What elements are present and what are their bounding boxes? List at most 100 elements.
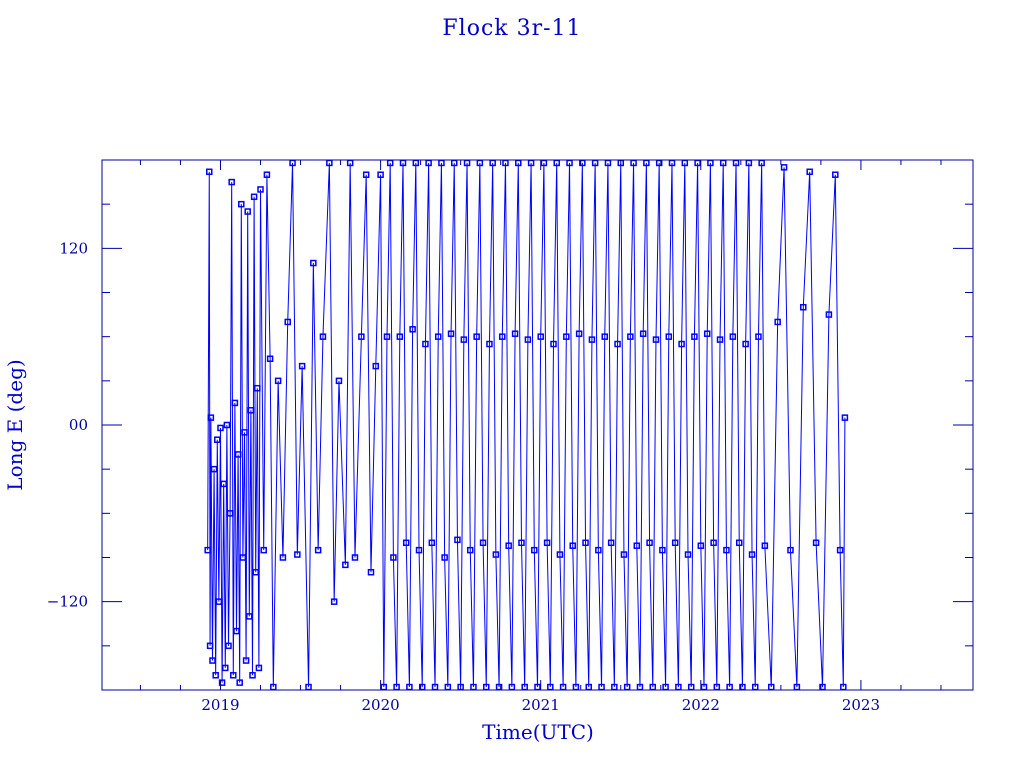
data-point bbox=[284, 318, 291, 326]
y-tick-label: 00 bbox=[69, 416, 88, 434]
x-tick-label: 2023 bbox=[842, 696, 880, 714]
data-point bbox=[314, 546, 322, 554]
x-tick-label: 2020 bbox=[361, 696, 399, 714]
data-point bbox=[233, 627, 240, 635]
data-point bbox=[582, 539, 589, 547]
data-point bbox=[729, 333, 737, 340]
data-point bbox=[210, 465, 218, 473]
x-tick-label: 2022 bbox=[682, 696, 720, 714]
data-point bbox=[486, 340, 493, 348]
data-point bbox=[761, 542, 769, 549]
y-tick-label: 120 bbox=[59, 239, 88, 257]
data-point bbox=[524, 336, 532, 343]
data-point bbox=[260, 546, 267, 554]
data-point bbox=[684, 551, 692, 558]
data-point bbox=[231, 399, 239, 407]
data-point bbox=[241, 429, 248, 436]
data-point bbox=[479, 539, 487, 547]
data-point bbox=[238, 200, 245, 208]
data-point bbox=[691, 333, 698, 340]
data-point bbox=[351, 554, 359, 561]
y-tick-label: −120 bbox=[47, 593, 88, 611]
data-point bbox=[710, 539, 717, 547]
data-point bbox=[531, 546, 538, 554]
data-point bbox=[383, 333, 391, 340]
data-point bbox=[543, 539, 551, 547]
data-point bbox=[244, 208, 251, 215]
data-point bbox=[499, 333, 506, 340]
data-point bbox=[330, 598, 338, 605]
data-point bbox=[214, 436, 221, 443]
data-point bbox=[428, 539, 436, 547]
data-point bbox=[409, 326, 416, 333]
data-point bbox=[697, 542, 705, 549]
data-point bbox=[454, 536, 461, 544]
x-tick-label: 2021 bbox=[522, 696, 560, 714]
data-point bbox=[220, 480, 227, 488]
data-point bbox=[250, 193, 258, 201]
data-point bbox=[206, 642, 214, 650]
data-point bbox=[601, 333, 608, 340]
data-point bbox=[252, 568, 259, 576]
data-point bbox=[492, 551, 500, 558]
data-point bbox=[748, 551, 756, 558]
chart-title: Flock 3r-11 bbox=[442, 16, 582, 41]
data-point bbox=[206, 168, 213, 176]
data-point bbox=[550, 340, 557, 348]
data-point bbox=[806, 168, 813, 176]
data-point bbox=[460, 336, 468, 343]
data-point bbox=[279, 554, 287, 561]
data-point bbox=[774, 318, 781, 326]
data-point bbox=[659, 546, 666, 554]
axis-ticks bbox=[102, 160, 973, 690]
data-point bbox=[563, 333, 570, 340]
data-point bbox=[367, 568, 375, 576]
data-point bbox=[723, 546, 730, 554]
data-point bbox=[234, 451, 242, 458]
data-point bbox=[755, 333, 762, 340]
data-point bbox=[218, 679, 226, 686]
data-point bbox=[467, 546, 474, 554]
data-point bbox=[335, 377, 343, 385]
data-point bbox=[671, 539, 679, 547]
data-point bbox=[505, 542, 512, 549]
data-point bbox=[511, 330, 519, 337]
data-point bbox=[223, 421, 231, 429]
x-tick-label: 2019 bbox=[201, 696, 239, 714]
data-point bbox=[236, 679, 243, 686]
data-point bbox=[447, 330, 455, 337]
data-point bbox=[225, 642, 232, 650]
data-point bbox=[832, 171, 839, 178]
data-point bbox=[716, 336, 724, 343]
data-point bbox=[402, 539, 410, 547]
data-point bbox=[836, 546, 844, 554]
data-point bbox=[518, 539, 525, 547]
data-point bbox=[239, 554, 247, 561]
data-point bbox=[812, 539, 820, 547]
data-point bbox=[652, 336, 660, 343]
data-point bbox=[242, 657, 250, 664]
data-point bbox=[215, 598, 223, 605]
data-point bbox=[319, 333, 327, 340]
data-point bbox=[537, 333, 544, 340]
data-point bbox=[230, 672, 237, 679]
data-point bbox=[575, 330, 583, 337]
data-point bbox=[396, 333, 404, 340]
data-point bbox=[390, 554, 397, 561]
data-point bbox=[556, 551, 564, 558]
data-point bbox=[226, 510, 234, 517]
data-point bbox=[310, 259, 317, 267]
data-point bbox=[298, 362, 306, 370]
data-point bbox=[254, 384, 261, 392]
data-point bbox=[207, 414, 215, 421]
y-axis-label: Long E (deg) bbox=[3, 359, 27, 490]
data-point bbox=[646, 539, 653, 547]
data-point bbox=[274, 377, 282, 385]
data-point bbox=[620, 551, 628, 558]
data-point bbox=[607, 539, 615, 547]
data-point bbox=[204, 546, 211, 554]
data-point bbox=[569, 542, 576, 549]
data-point bbox=[266, 355, 274, 362]
data-point bbox=[362, 171, 370, 178]
data-point bbox=[473, 333, 480, 340]
